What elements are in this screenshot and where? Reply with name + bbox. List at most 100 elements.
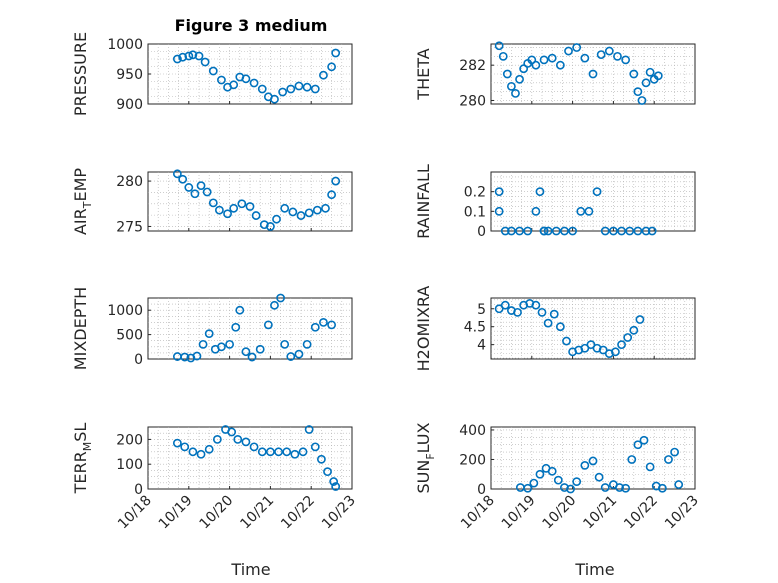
- data-point: [500, 226, 510, 236]
- data-point: [235, 305, 245, 315]
- data-point: [647, 226, 657, 236]
- data-point: [172, 54, 182, 64]
- data-point: [611, 347, 620, 357]
- y-tick-label: 0.1: [464, 204, 486, 220]
- y-tick-label: 100: [116, 457, 143, 473]
- data-point: [329, 477, 339, 486]
- data-point: [198, 339, 208, 349]
- y-tick-label: 950: [116, 67, 143, 83]
- data-point: [535, 469, 545, 479]
- y-tick-label: 200: [116, 432, 143, 448]
- data-point: [564, 46, 573, 56]
- data-point: [572, 43, 582, 52]
- x-tick-label: 10/19: [499, 493, 539, 533]
- data-point: [500, 300, 510, 310]
- data-point: [519, 64, 529, 74]
- data-point: [272, 214, 281, 224]
- data-point: [214, 205, 224, 215]
- data-point: [588, 456, 598, 466]
- x-tick-label: 10/19: [156, 493, 196, 533]
- data-point: [621, 55, 631, 65]
- data-point: [286, 84, 296, 94]
- data-point: [515, 226, 524, 236]
- y-tick-label: 5: [477, 302, 486, 318]
- y-axis-label: SUNFLUX: [414, 422, 437, 493]
- data-point: [584, 206, 594, 216]
- subplot-mixdepth: 0 500 1000 MIXDEPTH: [71, 287, 353, 370]
- data-point: [196, 181, 206, 191]
- data-point: [217, 342, 226, 352]
- data-point: [506, 226, 516, 236]
- data-point: [580, 460, 590, 470]
- data-point: [629, 69, 639, 79]
- subplot-theta: 280 282 THETA: [414, 41, 696, 109]
- y-axis-label-tail: EMP: [71, 168, 90, 202]
- y-axis-label-main: MIXDEPTH: [71, 287, 90, 370]
- data-point: [523, 226, 533, 236]
- x-tick-label: 10/21: [580, 493, 620, 533]
- data-point: [527, 55, 537, 65]
- y-axis-label: H2OMIXRA: [414, 286, 433, 372]
- data-point: [208, 66, 218, 76]
- y-tick-label: 200: [459, 452, 486, 468]
- data-point: [282, 447, 292, 457]
- data-point: [274, 447, 283, 457]
- data-point: [172, 438, 182, 448]
- x-tick-label: 10/22: [621, 493, 661, 533]
- data-point: [255, 344, 265, 354]
- data-point: [617, 226, 626, 236]
- y-axis-label-subscript: T: [81, 201, 94, 209]
- y-tick-label: 0: [134, 352, 143, 368]
- data-point: [506, 81, 516, 91]
- data-point: [551, 226, 561, 236]
- y-tick-label: 275: [116, 219, 143, 235]
- data-point: [204, 444, 214, 454]
- data-point: [172, 169, 182, 179]
- data-point: [613, 51, 622, 61]
- y-axis-label: RAINFALL: [414, 164, 433, 239]
- y-tick-label: 0: [477, 482, 486, 498]
- y-axis-label-subscript: M: [81, 442, 94, 452]
- x-axis-label-right: Time: [574, 560, 614, 579]
- data-point: [625, 226, 635, 236]
- data-point: [653, 71, 663, 81]
- data-point: [592, 187, 602, 197]
- data-point: [286, 352, 296, 361]
- data-point: [623, 333, 633, 342]
- subplot-h2omixra: 4 4.5 5 H2OMIXRA: [414, 286, 696, 372]
- data-point: [298, 447, 308, 457]
- data-point: [302, 339, 312, 349]
- data-point: [241, 347, 251, 357]
- x-tick-label: 10/23: [662, 493, 702, 533]
- y-tick-label: 400: [459, 423, 486, 439]
- data-point: [568, 226, 577, 236]
- data-point: [316, 454, 326, 464]
- data-point: [657, 483, 667, 493]
- data-point: [184, 183, 194, 192]
- data-point: [249, 442, 259, 452]
- data-point: [494, 41, 504, 51]
- y-tick-label: 0: [134, 482, 143, 498]
- y-axis-label-subscript: F: [424, 453, 437, 459]
- data-point: [572, 477, 582, 487]
- data-point: [270, 94, 279, 104]
- data-point: [233, 434, 243, 444]
- data-point: [515, 74, 524, 84]
- y-tick-label: 4: [477, 338, 486, 354]
- data-point: [670, 447, 679, 457]
- y-axis-label: MIXDEPTH: [71, 287, 90, 370]
- data-point: [184, 51, 194, 61]
- y-axis-label-main: PRESSURE: [71, 32, 90, 116]
- data-point: [278, 87, 288, 97]
- data-point: [247, 352, 257, 362]
- data-point: [241, 74, 251, 84]
- subplot-rainfall: 0 0.1 0.2 RAINFALL: [414, 164, 696, 240]
- data-point: [196, 449, 206, 459]
- data-point: [641, 78, 651, 88]
- data-point: [217, 75, 226, 85]
- data-point: [208, 198, 218, 208]
- data-point: [498, 51, 508, 61]
- data-point: [319, 70, 328, 80]
- x-tick-label: 10/22: [278, 493, 318, 533]
- y-axis-label: AIRTEMP: [71, 168, 94, 235]
